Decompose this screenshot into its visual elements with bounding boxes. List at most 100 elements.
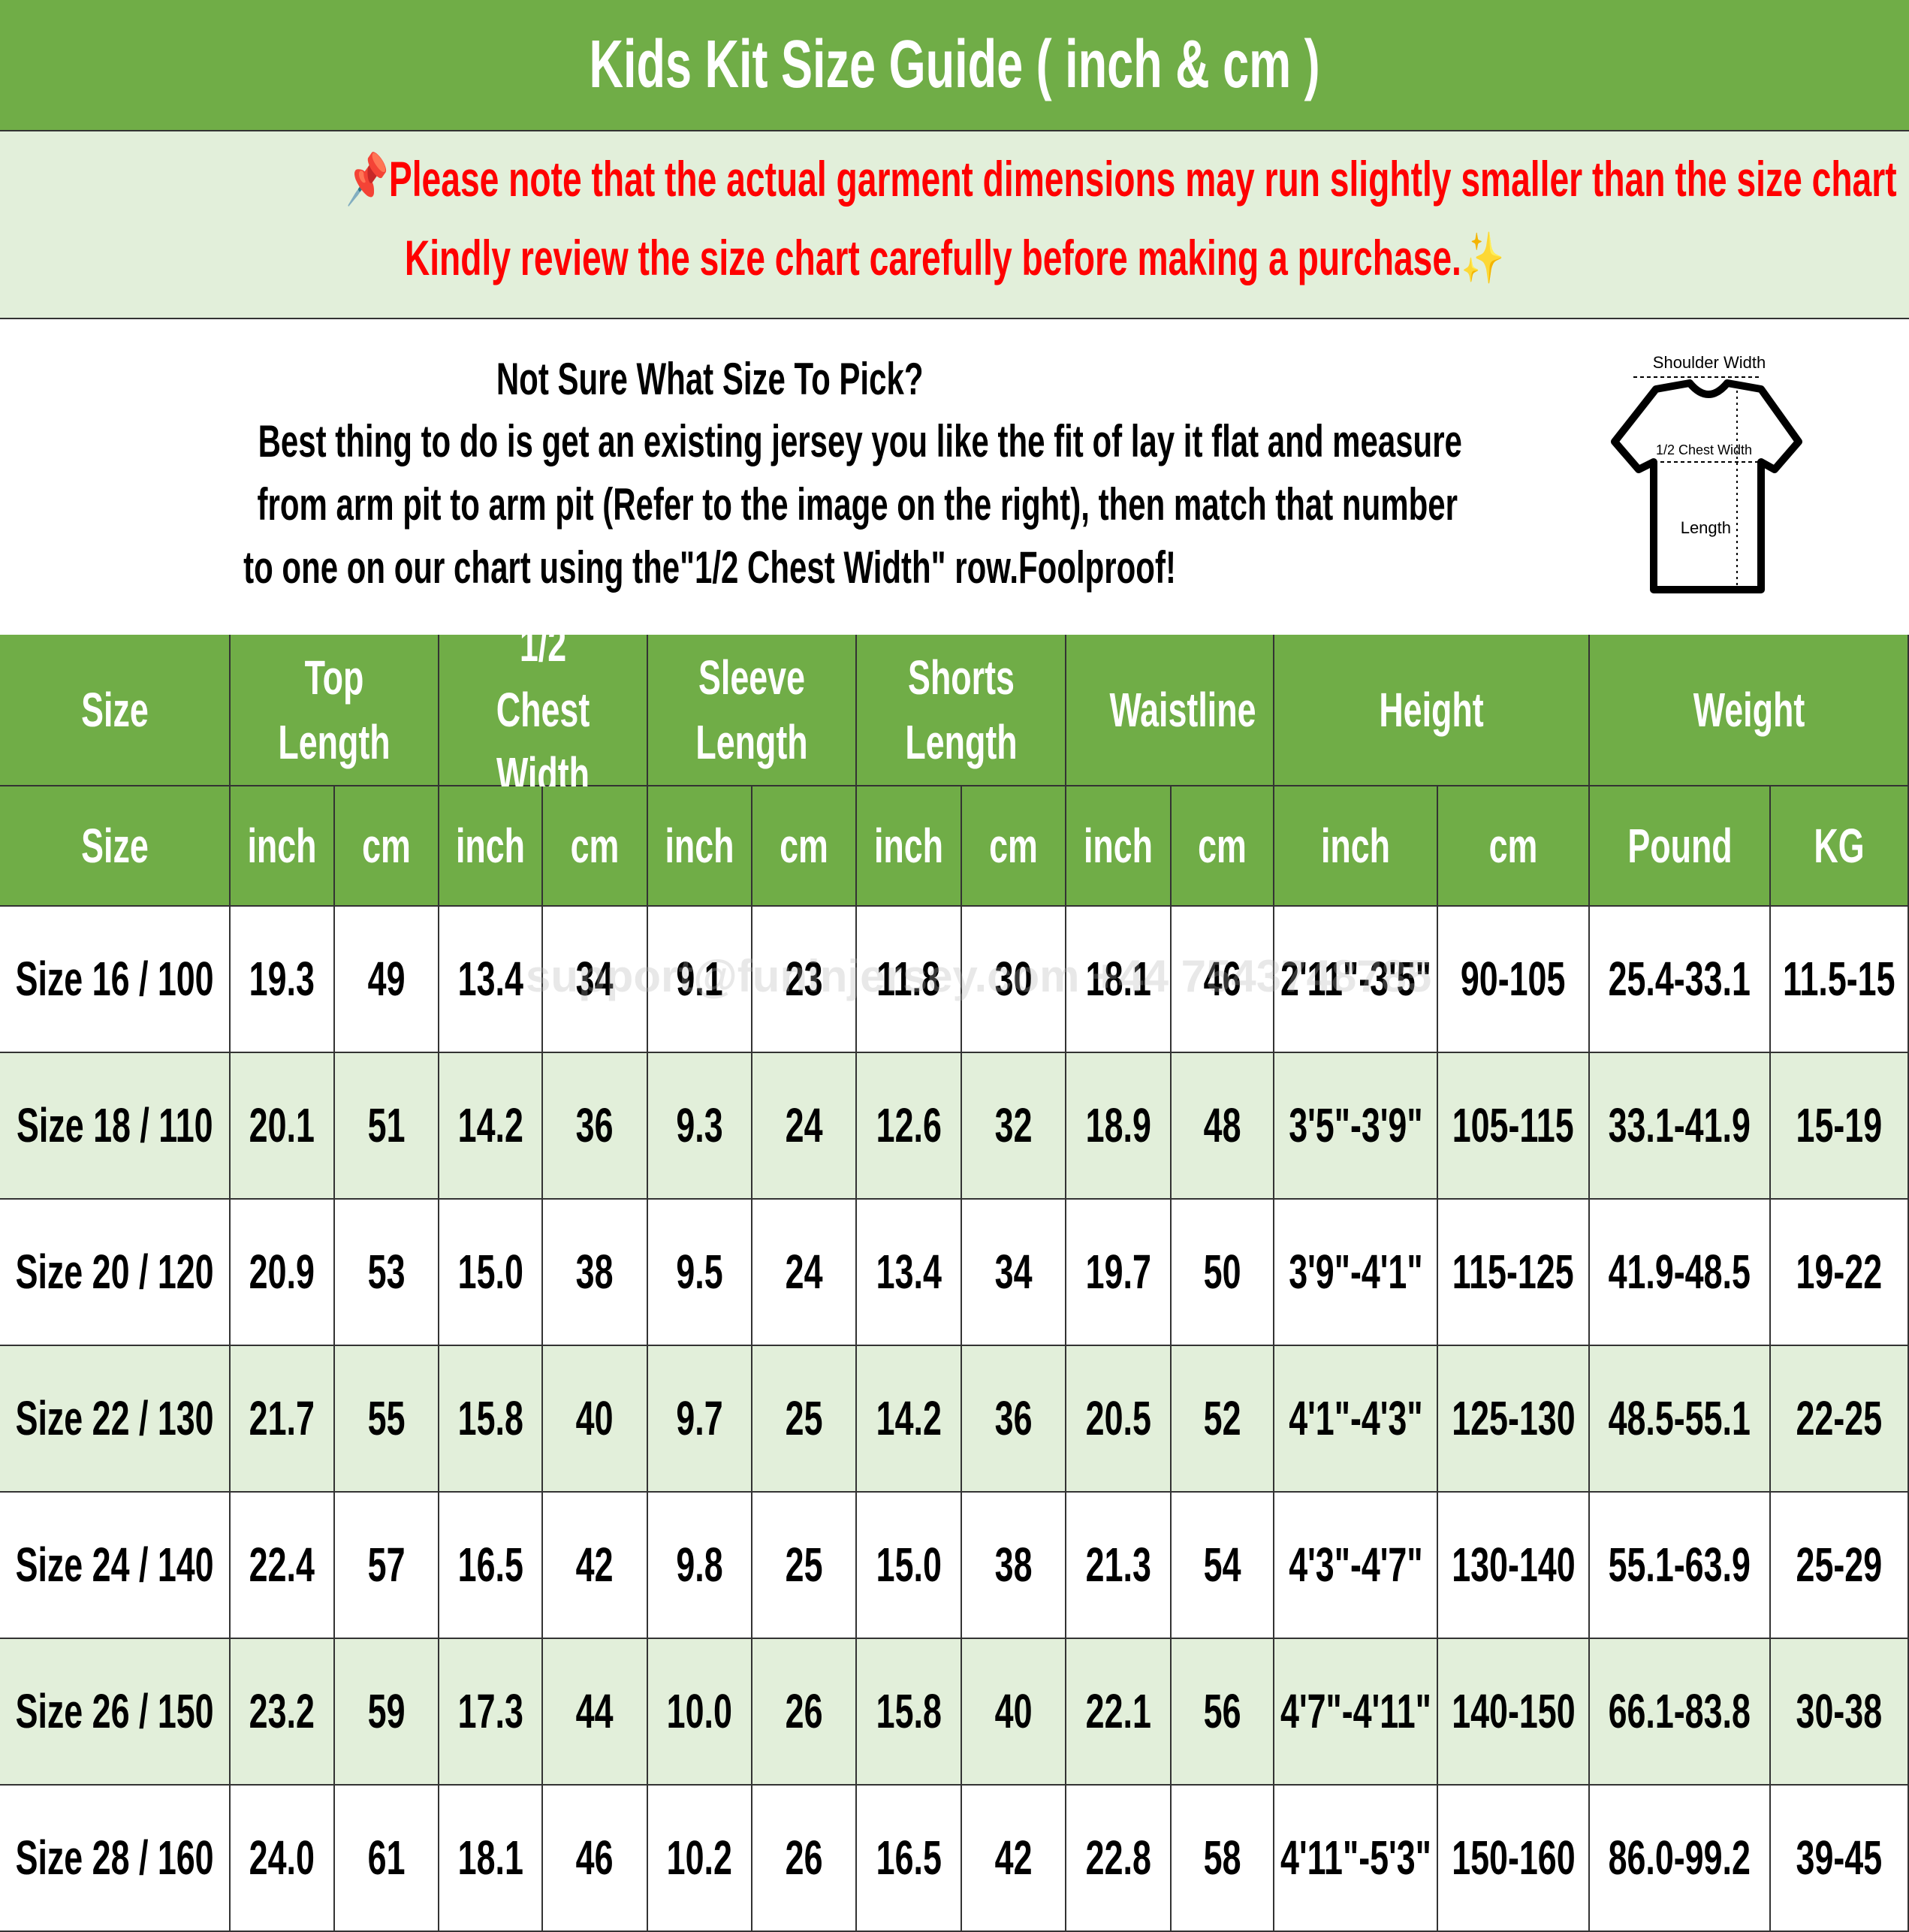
table-cell-text: 53	[367, 1245, 406, 1300]
unit-header-text: inch	[455, 818, 526, 873]
table-cell-text: 49	[367, 952, 406, 1007]
size-cell: Size 22 / 130	[0, 1346, 231, 1493]
table-cell: 66.1-83.8	[1590, 1639, 1771, 1786]
table-cell-text: 22-25	[1796, 1391, 1883, 1446]
table-cell-text: 40	[994, 1684, 1033, 1739]
table-cell: 46	[543, 1786, 648, 1932]
table-cell: 9.5	[648, 1200, 752, 1346]
table-cell-text: 39-45	[1796, 1831, 1883, 1885]
table-cell-text: 66.1-83.8	[1608, 1684, 1751, 1739]
table-cell: 11.5-15	[1771, 907, 1909, 1053]
table-cell-text: 20.5	[1085, 1391, 1151, 1446]
table-cell-text: 36	[576, 1098, 614, 1153]
table-cell: 26	[752, 1786, 857, 1932]
table-cell-text: 2'11"-3'5"	[1280, 952, 1431, 1007]
table-cell-text: 15.8	[457, 1391, 523, 1446]
table-cell: 40	[543, 1346, 648, 1493]
table-cell: 15.8	[439, 1346, 543, 1493]
table-cell-text: 23.2	[249, 1684, 315, 1739]
size-cell-text: Size 28 / 160	[15, 1831, 214, 1885]
column-group-header: 1/2 Chest Width	[439, 617, 648, 801]
table-cell-text: 57	[367, 1538, 406, 1592]
chest-width-label: 1/2 Chest Width	[1656, 442, 1752, 457]
table-cell-text: 24	[785, 1098, 823, 1153]
table-cell-text: 11.8	[876, 952, 941, 1007]
table-cell: 25	[752, 1346, 857, 1493]
table-cell-text: 24.0	[249, 1831, 315, 1885]
column-group-header-text: Shorts Length	[904, 650, 1018, 769]
size-cell-text: Size 24 / 140	[15, 1538, 214, 1592]
tshirt-diagram-icon: Shoulder Width 1/2 Chest Width Length	[1611, 353, 1802, 593]
unit-header: Size	[0, 786, 231, 907]
unit-header-text: cm	[1488, 818, 1538, 873]
table-cell: 18.9	[1066, 1053, 1172, 1200]
table-cell-text: 55	[367, 1391, 406, 1446]
table-cell: 24	[752, 1053, 857, 1200]
column-group-header: Sleeve Length	[648, 635, 857, 786]
size-cell-text: Size 20 / 120	[15, 1245, 214, 1300]
table-cell-text: 19-22	[1796, 1245, 1883, 1300]
table-cell-text: 42	[576, 1538, 614, 1592]
table-cell: 59	[335, 1639, 439, 1786]
table-cell: 9.1	[648, 907, 752, 1053]
table-cell-text: 30	[994, 952, 1033, 1007]
table-cell-text: 22.4	[249, 1538, 315, 1592]
table-cell-text: 4'1"-4'3"	[1288, 1391, 1423, 1446]
table-cell: 30-38	[1771, 1639, 1909, 1786]
table-cell-text: 15.0	[876, 1538, 942, 1592]
table-cell: 48	[1172, 1053, 1274, 1200]
table-cell: 3'5"-3'9"	[1274, 1053, 1438, 1200]
table-cell: 9.7	[648, 1346, 752, 1493]
table-cell-text: 9.5	[676, 1245, 723, 1300]
table-cell: 24.0	[231, 1786, 335, 1932]
table-cell: 40	[962, 1639, 1066, 1786]
table-cell: 50	[1172, 1200, 1274, 1346]
table-cell: 38	[962, 1493, 1066, 1639]
size-cell: Size 24 / 140	[0, 1493, 231, 1639]
table-cell: 105-115	[1438, 1053, 1590, 1200]
instructions-line: to one on our chart using the"1/2 Chest …	[243, 542, 1176, 593]
table-cell: 150-160	[1438, 1786, 1590, 1932]
table-cell-text: 32	[994, 1098, 1033, 1153]
table-cell-text: 17.3	[457, 1684, 523, 1739]
table-cell: 15.0	[857, 1493, 962, 1639]
table-cell-text: 26	[785, 1831, 823, 1885]
table-cell-text: 40	[576, 1391, 614, 1446]
size-cell: Size 26 / 150	[0, 1639, 231, 1786]
table-cell-text: 13.4	[457, 952, 523, 1007]
unit-header-text: inch	[247, 818, 317, 873]
table-cell-text: 44	[576, 1684, 614, 1739]
table-cell-text: 52	[1203, 1391, 1241, 1446]
table-cell: 36	[962, 1346, 1066, 1493]
table-cell: 3'9"-4'1"	[1274, 1200, 1438, 1346]
table-cell-text: 150-160	[1451, 1831, 1576, 1885]
table-cell: 9.3	[648, 1053, 752, 1200]
table-cell-text: 33.1-41.9	[1608, 1098, 1751, 1153]
size-cell: Size 28 / 160	[0, 1786, 231, 1932]
size-cell-text: Size 26 / 150	[15, 1684, 214, 1739]
table-cell-text: 24	[785, 1245, 823, 1300]
table-cell-text: 15.8	[876, 1684, 942, 1739]
column-group-header-text: 1/2 Chest Width	[496, 617, 590, 802]
table-cell: 10.0	[648, 1639, 752, 1786]
table-cell: 52	[1172, 1346, 1274, 1493]
table-cell: 25.4-33.1	[1590, 907, 1771, 1053]
instructions-line: Best thing to do is get an existing jers…	[258, 416, 1462, 466]
unit-header-text: inch	[665, 818, 734, 873]
table-cell: 26	[752, 1639, 857, 1786]
table-cell: 4'3"-4'7"	[1274, 1493, 1438, 1639]
unit-header: inch	[439, 786, 543, 907]
table-cell: 10.2	[648, 1786, 752, 1932]
table-cell-text: 12.6	[876, 1098, 942, 1153]
table-cell-text: 22.1	[1085, 1684, 1151, 1739]
table-cell: 23.2	[231, 1639, 335, 1786]
unit-header-text: cm	[362, 818, 411, 873]
table-cell-text: 9.7	[676, 1391, 723, 1446]
table-cell: 53	[335, 1200, 439, 1346]
table-cell-text: 115-125	[1452, 1245, 1574, 1300]
table-cell: 86.0-99.2	[1590, 1786, 1771, 1932]
unit-header: inch	[1274, 786, 1438, 907]
table-cell: 19-22	[1771, 1200, 1909, 1346]
table-cell: 41.9-48.5	[1590, 1200, 1771, 1346]
size-cell-text: Size 16 / 100	[15, 952, 214, 1007]
